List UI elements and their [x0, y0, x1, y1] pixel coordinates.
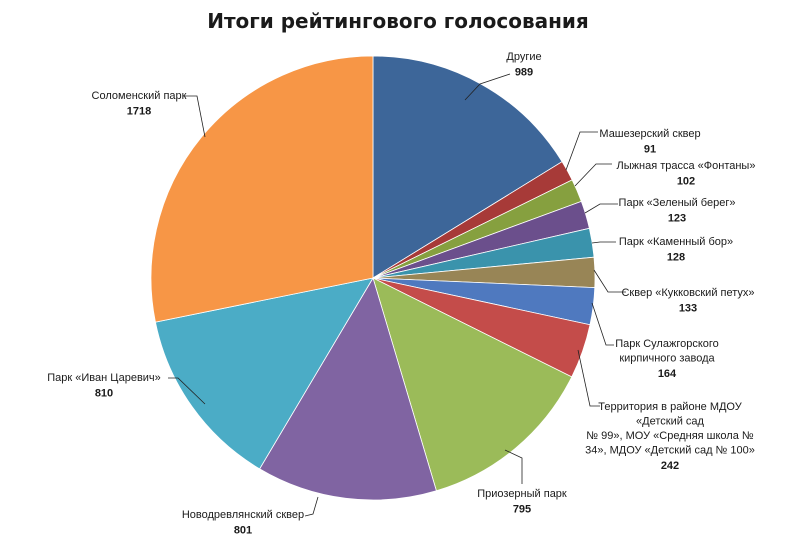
slice-name: № 99», МОУ «Средняя школа №	[586, 430, 754, 442]
slice-value: 91	[644, 144, 656, 156]
leader-line-11	[183, 95, 206, 138]
pie-slice-10	[154, 277, 374, 470]
pie-slice-11	[150, 55, 374, 323]
slice-name: Новодревлянский сквер	[182, 509, 304, 521]
leader-line-10	[168, 377, 206, 405]
slice-name: Парк «Зеленый берег»	[619, 197, 736, 209]
pie-slices	[150, 55, 596, 501]
slice-name: 34», МДОУ «Детский сад № 100»	[585, 445, 755, 457]
slice-label-11: Соломенский парк 1718	[92, 90, 187, 118]
slice-value: 133	[679, 303, 697, 315]
pie-slice-0	[372, 55, 563, 279]
slice-label-1: Машезерский сквер 91	[599, 128, 700, 156]
leader-line-2	[574, 163, 612, 187]
slice-label-7: Территория в районе МДОУ «Детский сад № 99…	[585, 401, 755, 472]
slice-name: кирпичного завода	[619, 353, 715, 365]
slice-label-10: Парк «Иван Царевич» 810	[47, 372, 161, 400]
leader-line-8	[504, 449, 523, 484]
slice-label-8: Приозерный парк 795	[477, 488, 567, 516]
slice-value: 123	[668, 213, 686, 225]
slice-label-5: Сквер «Кукковский петух» 133	[621, 287, 754, 315]
slice-name: Лыжная трасса «Фонтаны»	[617, 160, 756, 172]
leader-line-3	[584, 203, 618, 214]
slice-value: 810	[95, 388, 113, 400]
slice-label-9: Новодревлянский сквер 801	[182, 509, 304, 537]
slice-label-2: Лыжная трасса «Фонтаны» 102	[617, 160, 756, 188]
slice-name: Парк «Иван Царевич»	[47, 372, 161, 384]
leader-line-1	[565, 131, 598, 171]
leader-line-9	[304, 496, 319, 517]
slice-value: 102	[677, 176, 695, 188]
slice-name: Парк Сулажгорского	[615, 338, 719, 350]
slice-name: Другие	[506, 51, 541, 63]
leader-lines	[168, 73, 626, 517]
slice-value: 1718	[127, 106, 151, 118]
pie-slice-8	[372, 277, 573, 492]
pie-slice-9	[259, 277, 437, 501]
slice-label-3: Парк «Зеленый берег» 123	[619, 197, 736, 225]
slice-name: Соломенский парк	[92, 90, 187, 102]
leader-line-0	[464, 73, 511, 101]
leader-line-5	[593, 269, 626, 293]
slice-name: Приозерный парк	[477, 488, 567, 500]
slice-label-6: Парк Сулажгорского кирпичного завода 164	[615, 338, 719, 380]
slice-name: «Детский сад	[636, 416, 705, 428]
slice-name: Территория в районе МДОУ	[598, 401, 742, 413]
slice-value: 795	[513, 504, 531, 516]
slice-name: Сквер «Кукковский петух»	[621, 287, 754, 299]
slice-value: 242	[661, 460, 679, 472]
leader-line-7	[577, 349, 600, 407]
slice-name: Парк «Каменный бор»	[619, 236, 733, 248]
leader-line-6	[591, 302, 614, 346]
slice-name: Машезерский сквер	[599, 128, 700, 140]
chart-title: Итоги рейтингового голосования	[207, 9, 589, 33]
slice-value: 989	[515, 67, 533, 79]
slice-value: 164	[658, 368, 677, 380]
slice-value: 801	[234, 525, 252, 537]
slice-label-0: Другие 989	[506, 51, 541, 79]
leader-line-4	[591, 241, 616, 244]
slice-value: 128	[667, 252, 685, 264]
slice-label-4: Парк «Каменный бор» 128	[619, 236, 733, 264]
slice-labels: Другие 989 Машезерский сквер 91 Лыжная трасс…	[47, 51, 755, 537]
